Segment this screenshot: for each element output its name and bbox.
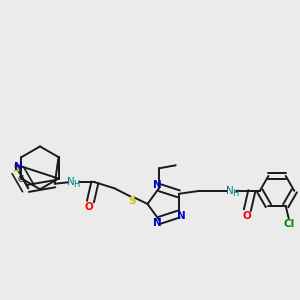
Text: H: H [232,189,238,198]
Text: N: N [14,162,23,172]
Text: S: S [128,196,136,206]
Text: Cl: Cl [283,219,295,229]
Text: N: N [177,211,185,221]
Text: N: N [226,186,233,196]
Text: H: H [74,179,80,188]
Text: N: N [153,218,161,228]
Text: C: C [18,175,24,184]
Text: N: N [67,177,75,187]
Text: N: N [153,180,161,190]
Text: O: O [242,211,251,220]
Text: S: S [13,164,20,174]
Text: O: O [85,202,93,212]
